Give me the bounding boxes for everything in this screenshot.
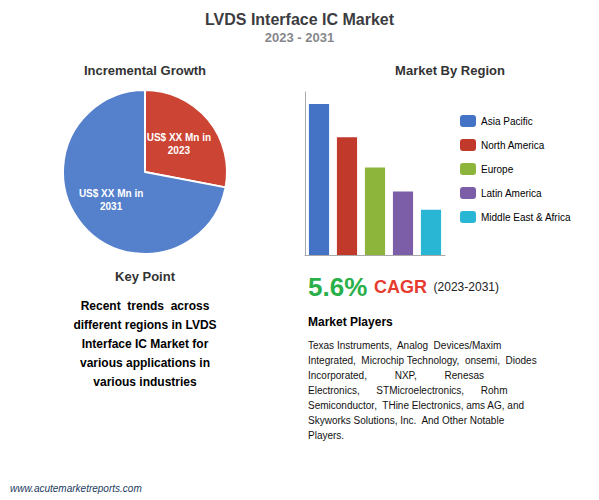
svg-text:2023: 2023 [168,145,191,156]
svg-text:Skyworks Solutions, Inc. And: Skyworks Solutions, Inc. And Other Notab… [308,415,505,426]
svg-text:CAGR: CAGR [374,277,427,297]
svg-text:US$ XX Mn in: US$ XX Mn in [79,188,143,199]
svg-text:Recent trends across: Recent trends across [81,299,210,313]
svg-text:Europe: Europe [481,164,514,175]
svg-text:2023 - 2031: 2023 - 2031 [265,30,334,45]
svg-text:2031: 2031 [100,201,123,212]
svg-text:Latin America: Latin America [481,188,542,199]
svg-text:Texas Instruments, Analog De: Texas Instruments, Analog Devices/Maxim [308,340,501,351]
svg-text:various industries: various industries [93,375,197,389]
svg-text:5.6%: 5.6% [308,272,367,302]
svg-text:Market Players: Market Players [308,315,393,329]
svg-text:US$ XX Mn in: US$ XX Mn in [147,132,211,143]
svg-text:Key Point: Key Point [115,269,176,284]
svg-text:LVDS Interface IC Market: LVDS Interface IC Market [205,11,395,28]
svg-text:(2023-2031): (2023-2031) [434,280,499,294]
svg-text:North America: North America [481,140,545,151]
svg-text:Incremental Growth: Incremental Growth [84,63,206,78]
svg-text:Asia Pacific: Asia Pacific [481,116,533,127]
svg-text:Middle East & Africa: Middle East & Africa [481,212,571,223]
svg-text:Semiconductor, THine Electron: Semiconductor, THine Electronics, ams AG… [308,400,524,411]
svg-text:different regions in LVDS: different regions in LVDS [73,318,216,332]
svg-text:www.acutemarketreports.com: www.acutemarketreports.com [10,483,142,494]
svg-text:Players.: Players. [308,430,344,441]
svg-text:various applications in: various applications in [80,356,210,370]
svg-text:Interface IC Market for: Interface IC Market for [82,337,209,351]
svg-text:Market By Region: Market By Region [395,63,505,78]
svg-text:Incorporated, NXP,: Incorporated, NXP, Renesas [308,370,484,381]
svg-text:Electronics, STMicroelect: Electronics, STMicroelectronics, Rohm [308,385,508,396]
svg-text:Integrated, Microchip Technol: Integrated, Microchip Technology, onsemi… [308,355,537,366]
